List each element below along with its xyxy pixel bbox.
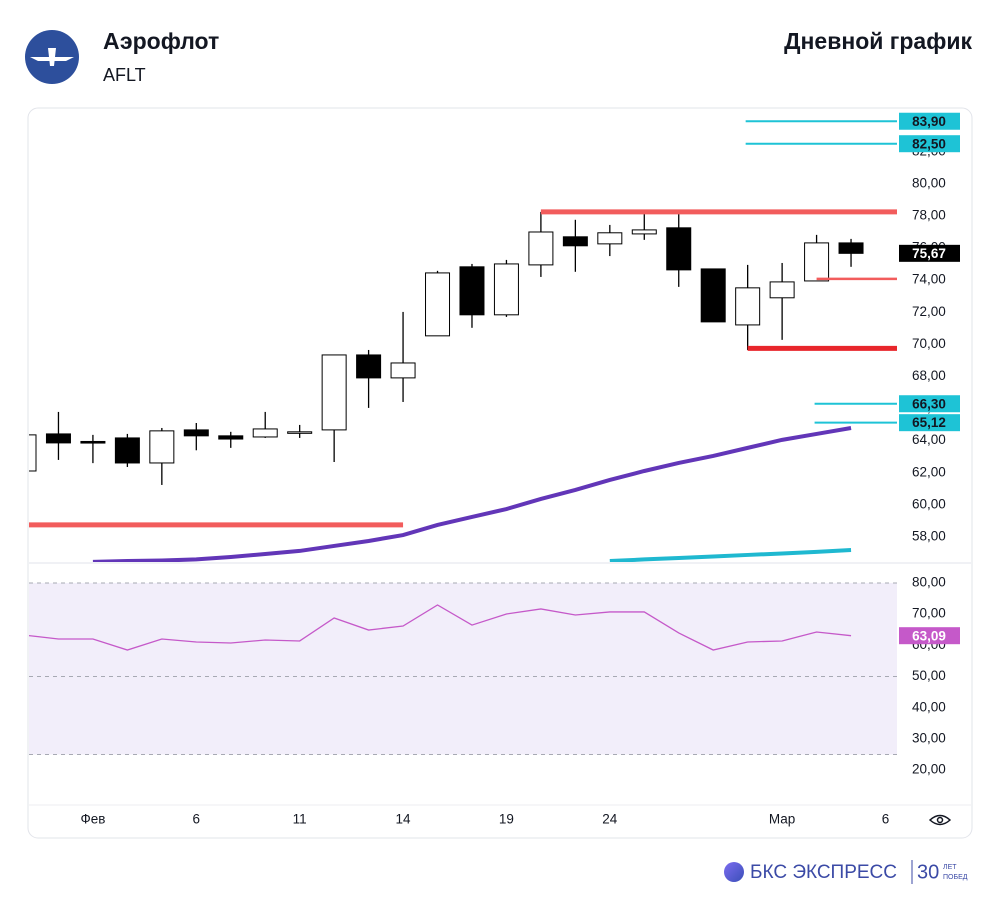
settings-icon[interactable] [928, 814, 952, 826]
level-label [899, 395, 960, 413]
y-tick-label: 64,00 [912, 432, 946, 447]
level-label [899, 112, 960, 130]
y-tick-label: 72,00 [912, 304, 946, 319]
candle-body [287, 431, 313, 434]
last-price [899, 244, 960, 262]
ticker: AFLT [103, 65, 146, 85]
y-tick-label: 70,00 [912, 336, 946, 351]
brand-note: ПОБЕД [943, 874, 968, 881]
x-tick-label: 19 [499, 812, 514, 827]
y-tick-label: 80,00 [912, 575, 946, 590]
rsi-last [899, 627, 960, 645]
x-tick-label: 14 [396, 812, 412, 827]
y-tick-label: 70,00 [912, 606, 946, 621]
y-tick-label: 78,00 [912, 208, 946, 223]
x-tick-label: 11 [293, 812, 307, 827]
candle-body [149, 430, 175, 464]
brand: БКС ЭКСПРЕСС [750, 862, 897, 883]
candle-body [769, 281, 795, 299]
y-tick-label: 74,00 [912, 272, 946, 287]
brand-logo [724, 862, 744, 882]
y-tick-label: 60,00 [912, 496, 946, 511]
level-label-text: 82,50 [912, 136, 946, 151]
candle-body [459, 266, 485, 316]
chart-title: Дневной график [784, 28, 972, 54]
moving-average [609, 547, 852, 562]
candle-body [493, 263, 519, 316]
candle-body [804, 242, 830, 282]
candle-body [252, 428, 278, 438]
level-label-text: 66,30 [912, 396, 946, 411]
y-tick-label: 50,00 [912, 668, 946, 683]
candle-body [597, 232, 623, 245]
brand-years: 30 [917, 861, 939, 883]
company-name: Аэрофлот [103, 28, 219, 54]
candle-body [29, 434, 37, 472]
y-tick-label: 30,00 [912, 730, 946, 745]
y-tick-label: 20,00 [912, 762, 946, 777]
logo-plane [30, 48, 74, 66]
candle-body [838, 242, 864, 254]
candle-body [528, 231, 554, 266]
y-tick-label: 80,00 [912, 175, 946, 190]
candle-body [390, 362, 416, 379]
candle-body [700, 268, 726, 323]
candle-body [45, 433, 71, 444]
candle-body [321, 354, 347, 431]
level-label [899, 135, 960, 153]
rsi-last-text: 63,09 [912, 628, 946, 643]
x-tick-label: 6 [882, 812, 890, 827]
x-tick-label: Фев [80, 812, 105, 827]
candle-body [356, 354, 382, 379]
candle-body [114, 437, 140, 464]
y-tick-label: 58,00 [912, 529, 946, 544]
level-label-text: 83,90 [912, 114, 946, 129]
brand-note: ЛЕТ [943, 864, 957, 871]
candle-body [425, 272, 451, 337]
x-tick-label: 6 [193, 812, 201, 827]
x-tick-label: 24 [602, 812, 618, 827]
x-tick-label: Мар [769, 812, 795, 827]
candle-body [666, 227, 692, 271]
candle-body [80, 440, 106, 444]
level-label-text: 65,12 [912, 415, 946, 430]
y-tick-label: 62,00 [912, 464, 946, 479]
candle-body [183, 429, 209, 437]
y-tick-label: 68,00 [912, 368, 946, 383]
moving-average [92, 426, 852, 562]
rsi-line [29, 604, 852, 651]
candle-body [562, 236, 588, 247]
last-price-text: 75,67 [912, 246, 946, 261]
candle-body [631, 229, 657, 235]
level-label [899, 414, 960, 432]
candle-body [218, 435, 244, 440]
y-tick-label: 40,00 [912, 699, 946, 714]
rsi-band [29, 582, 897, 755]
candle-body [735, 287, 761, 326]
